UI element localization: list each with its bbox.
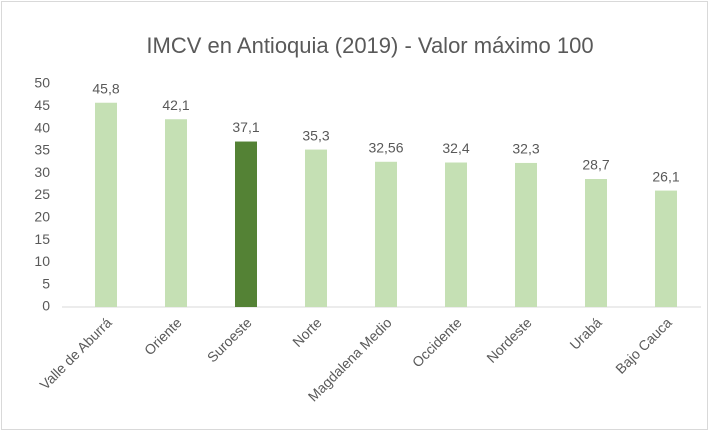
value-label: 35,3	[302, 127, 329, 143]
y-tick-label: 5	[42, 275, 50, 291]
bar	[165, 119, 187, 307]
y-tick-label: 50	[34, 75, 50, 91]
value-label: 26,1	[652, 168, 679, 184]
y-tick-label: 35	[34, 142, 50, 158]
value-label: 32,3	[512, 141, 539, 157]
y-tick-label: 30	[34, 164, 50, 180]
y-tick-label: 0	[42, 298, 50, 314]
value-label: 32,56	[368, 139, 403, 155]
y-tick-label: 15	[34, 231, 50, 247]
chart-title: IMCV en Antioquia (2019) - Valor máximo …	[146, 33, 593, 58]
value-label: 28,7	[582, 157, 609, 173]
y-tick-label: 45	[34, 97, 50, 113]
bar	[305, 149, 327, 307]
bar	[445, 162, 467, 307]
y-tick-label: 20	[34, 209, 50, 225]
y-tick-label: 40	[34, 119, 50, 135]
value-label: 37,1	[232, 119, 259, 135]
y-tick-label: 25	[34, 186, 50, 202]
value-label: 42,1	[162, 97, 189, 113]
y-tick-label: 10	[34, 253, 50, 269]
bar	[375, 161, 397, 307]
bar	[235, 141, 257, 307]
bar	[515, 162, 537, 307]
bar	[95, 102, 117, 308]
value-label: 32,4	[442, 140, 469, 156]
bar	[655, 190, 677, 307]
value-label: 45,8	[92, 80, 119, 96]
bar	[585, 178, 607, 307]
